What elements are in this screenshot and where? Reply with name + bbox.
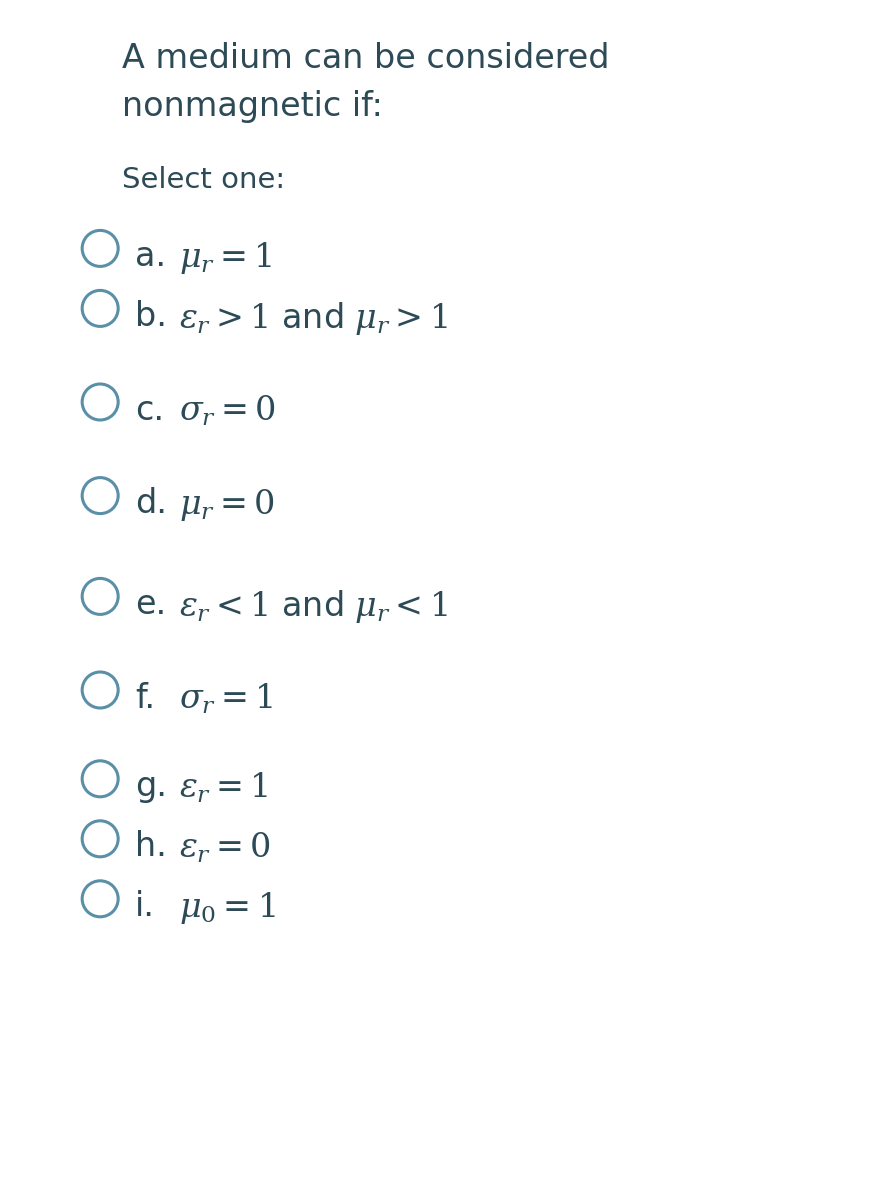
Text: $\epsilon_r < 1$ and $\mu_r < 1$: $\epsilon_r < 1$ and $\mu_r < 1$	[179, 588, 448, 625]
Text: $\sigma_r = 1$: $\sigma_r = 1$	[179, 682, 273, 716]
Text: c.: c.	[135, 394, 164, 426]
Text: Select one:: Select one:	[122, 166, 285, 193]
Text: $\sigma_r = 0$: $\sigma_r = 0$	[179, 394, 275, 428]
Text: $\epsilon_r = 0$: $\epsilon_r = 0$	[179, 830, 270, 865]
Text: f.: f.	[135, 682, 155, 714]
Text: e.: e.	[135, 588, 166, 622]
Text: $\mu_r = 0$: $\mu_r = 0$	[179, 487, 274, 523]
Text: g.: g.	[135, 770, 167, 804]
Text: b.: b.	[135, 300, 167, 332]
Text: $\epsilon_r > 1$ and $\mu_r > 1$: $\epsilon_r > 1$ and $\mu_r > 1$	[179, 300, 448, 337]
Text: i.: i.	[135, 890, 155, 924]
Text: nonmagnetic if:: nonmagnetic if:	[122, 90, 383, 122]
Text: $\mu_0 = 1$: $\mu_0 = 1$	[179, 890, 275, 926]
Text: A medium can be considered: A medium can be considered	[122, 42, 610, 74]
Text: a.: a.	[135, 240, 166, 272]
Text: $\mu_r = 1$: $\mu_r = 1$	[179, 240, 272, 276]
Text: h.: h.	[135, 830, 167, 864]
Text: d.: d.	[135, 487, 167, 521]
Text: $\epsilon_r = 1$: $\epsilon_r = 1$	[179, 770, 267, 805]
